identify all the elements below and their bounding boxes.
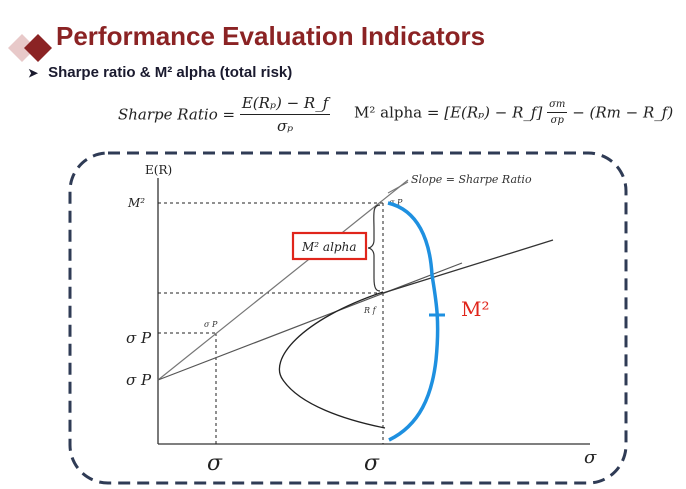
- sharpe-ratio-formula: Sharpe Ratio = E(Rₚ) − R_f σₚ: [118, 94, 331, 135]
- arrow-bullet-icon: ➤: [28, 66, 39, 80]
- point-sigma-p-small: σ P: [204, 320, 218, 329]
- m2-frac-den: σp: [550, 115, 564, 126]
- point-r: R f: [363, 306, 378, 315]
- x-tick-right: σ: [364, 451, 380, 476]
- m2-alpha-box-label: M² alpha: [301, 240, 356, 254]
- steep-line: [157, 179, 409, 381]
- m2-blue-brace: [387, 201, 440, 442]
- m2-frac-num: σm: [547, 99, 568, 113]
- sharpe-numerator: E(Rₚ) − R_f: [239, 94, 331, 115]
- bullet-text: Sharpe ratio & M² alpha (total risk): [48, 64, 293, 81]
- frontier-curve: [278, 291, 386, 429]
- m2-alpha-brace: [367, 204, 381, 292]
- x-axis-label: σ: [584, 447, 597, 468]
- y-tick-sigma-p-lower: σ P: [126, 371, 152, 389]
- y-axis-label: E(R): [145, 163, 172, 177]
- upper-line: [382, 239, 554, 294]
- bullet-point: ➤ Sharpe ratio & M² alpha (total risk): [28, 64, 292, 81]
- slope-label: Slope = Sharpe Ratio: [411, 173, 532, 186]
- header: [0, 8, 686, 64]
- double-diamond-icon: [8, 34, 52, 62]
- m2-bracket: [E(Rₚ) − R_f]: [444, 103, 543, 122]
- m2-brace-label: M²: [461, 297, 490, 321]
- sharpe-denominator: σₚ: [276, 117, 294, 135]
- market-line: [157, 262, 463, 381]
- y-tick-m2: M²: [127, 196, 145, 210]
- slope-pointer: [387, 181, 409, 194]
- m2-label: M² alpha =: [354, 103, 440, 122]
- m2-alpha-box: [291, 231, 368, 261]
- page-title: Performance Evaluation Indicators: [56, 21, 486, 51]
- x-tick-left: σ: [207, 451, 223, 476]
- sharpe-label: Sharpe Ratio =: [118, 105, 236, 124]
- m2-tail: − (Rm − R_f): [572, 103, 674, 122]
- m2-alpha-formula: M² alpha = [E(Rₚ) − R_f] σm σp − (Rm − R…: [354, 99, 673, 126]
- dashed-border: [68, 151, 628, 485]
- point-sigma-p-top: σ P: [389, 198, 403, 207]
- guide-lines: [158, 202, 385, 444]
- y-tick-sigma-p-upper: σ P: [126, 329, 152, 347]
